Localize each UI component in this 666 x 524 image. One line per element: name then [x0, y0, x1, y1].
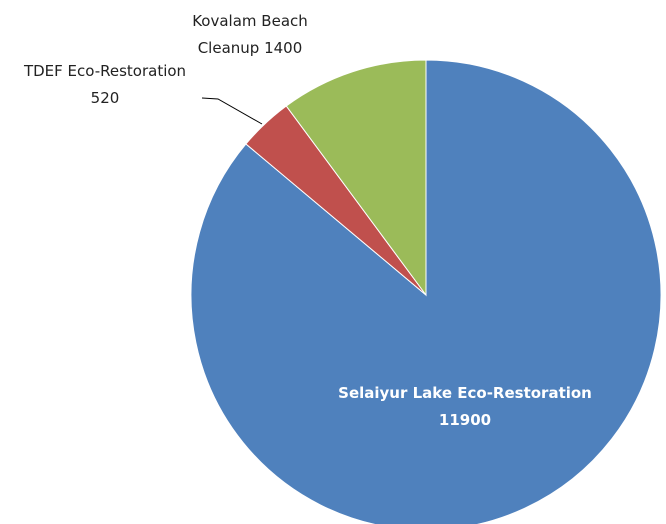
label-part: 520 [90, 89, 120, 107]
leader-line [201, 97, 263, 125]
data-label: Selaiyur Lake Eco-Restoration 11900 [330, 380, 600, 434]
pie-slice [285, 59, 427, 297]
label-part: Kovalam Beach Cleanup [192, 12, 308, 57]
label-part: Selaiyur Lake Eco-Restoration [338, 384, 592, 402]
label-part: 1400 [264, 39, 303, 57]
label-part: 11900 [438, 411, 492, 429]
data-label: Kovalam Beach Cleanup 1400 [170, 8, 330, 62]
label-part: TDEF Eco-Restoration [23, 62, 187, 80]
data-label: TDEF Eco-Restoration 520 [10, 58, 200, 112]
